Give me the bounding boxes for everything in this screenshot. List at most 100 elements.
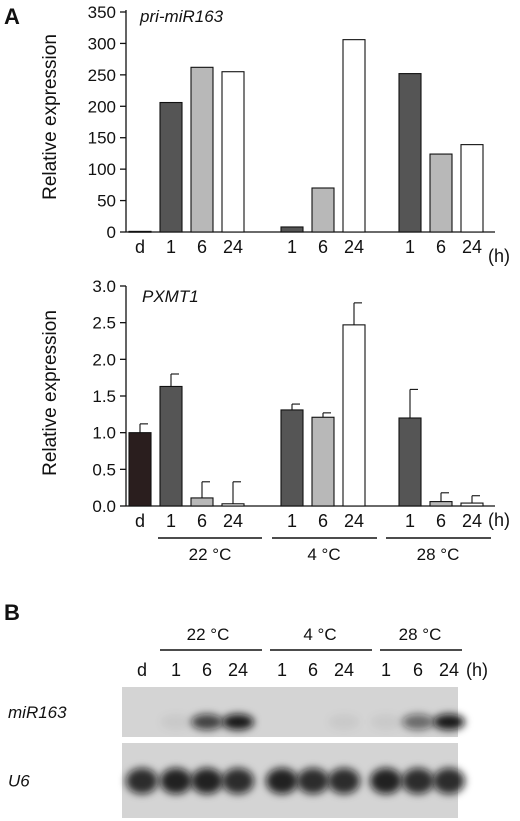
c1-bar	[190, 66, 214, 233]
c1-ytick-label: 350	[88, 3, 116, 22]
c2-xtick-label: 24	[462, 511, 482, 531]
c2-ytick-label: 1.0	[92, 424, 116, 443]
c1-bar	[159, 101, 183, 233]
blot-band	[402, 714, 434, 730]
c1-xtick-label: 24	[344, 237, 364, 257]
blot-band	[328, 768, 360, 794]
blot-lane-label: 24	[228, 660, 248, 680]
blot-lane-label: 24	[334, 660, 354, 680]
c1-bar	[280, 226, 304, 233]
c2-xtick-label: 6	[197, 511, 207, 531]
c2-bar	[128, 432, 152, 507]
c1-ytick-label: 200	[88, 97, 116, 116]
blot-row-label: miR163	[8, 703, 67, 722]
chart2-title: PXMT1	[142, 287, 199, 306]
c2-xtick-label: 1	[287, 511, 297, 531]
blot-lane-label: 1	[381, 660, 391, 680]
c2-ytick-label: 2.0	[92, 350, 116, 369]
c1-xtick-label: d	[135, 237, 145, 257]
blot-lane-label: 24	[439, 660, 459, 680]
c2-xtick-label: 6	[436, 511, 446, 531]
c1-bar	[311, 187, 335, 233]
c1-ytick-label: 50	[97, 192, 116, 211]
chart2-group-label-22c: 22 °C	[189, 545, 232, 564]
c1-bar	[398, 73, 422, 233]
blot-band	[370, 714, 402, 730]
panel-letter-b: B	[4, 600, 20, 625]
c1-ytick-label: 100	[88, 160, 116, 179]
blot-band	[266, 768, 298, 794]
c1-xtick-label: 24	[462, 237, 482, 257]
blot-band	[191, 714, 223, 730]
c1-xtick-label: 1	[166, 237, 176, 257]
c1-bar	[221, 71, 245, 233]
c2-bar	[429, 501, 453, 507]
chart1-ylabel: Relative expression	[40, 34, 61, 200]
c1-xtick-label: 6	[318, 237, 328, 257]
blot-band	[433, 714, 465, 730]
c2-xtick-label: 1	[166, 511, 176, 531]
chart1-hours-unit: (h)	[488, 246, 510, 266]
c1-bar	[342, 39, 366, 233]
c1-bar	[460, 144, 484, 233]
blot-lane-label: 6	[413, 660, 423, 680]
blot-band	[222, 768, 254, 794]
chart2-group-label-4c: 4 °C	[307, 545, 340, 564]
blot-row-mir163: miR163	[8, 687, 465, 737]
blot-row-u6: U6	[8, 743, 465, 818]
blot-row-label: U6	[8, 772, 30, 791]
c2-bar	[342, 324, 366, 507]
c2-bar	[398, 417, 422, 507]
c1-xtick-label: 24	[223, 237, 243, 257]
chart2-hours-unit: (h)	[488, 510, 510, 530]
blot-band	[297, 768, 329, 794]
c2-xtick-label: 24	[344, 511, 364, 531]
blot-band	[433, 768, 465, 794]
blot-band	[402, 768, 434, 794]
c1-xtick-label: 1	[287, 237, 297, 257]
c2-xtick-label: 24	[223, 511, 243, 531]
blot-lane-label: 6	[202, 660, 212, 680]
blot-band	[222, 714, 254, 730]
c2-ytick-label: 2.5	[92, 314, 116, 333]
blot-band	[191, 768, 223, 794]
blot-group-label-28c: 28 °C	[399, 625, 442, 644]
c2-xtick-label: 1	[405, 511, 415, 531]
c1-ytick-label: 0	[107, 223, 116, 242]
blot-band	[160, 768, 192, 794]
blot-group-label-22c: 22 °C	[187, 625, 230, 644]
c1-xtick-label: 6	[197, 237, 207, 257]
c2-bar	[159, 385, 183, 507]
c1-bar	[429, 153, 453, 233]
chart2-ylabel: Relative expression	[40, 310, 61, 476]
c1-xtick-label: 1	[405, 237, 415, 257]
c1-xtick-label: 6	[436, 237, 446, 257]
c1-bar	[128, 230, 152, 233]
blot-lane-label: 6	[308, 660, 318, 680]
chart-pxmt1: Relative expression PXMT1 0.0 0.5 1.0 1.5 2.…	[40, 277, 510, 564]
blot-lane-label: 1	[171, 660, 181, 680]
c2-ytick-label: 0.5	[92, 460, 116, 479]
c1-ytick-label: 150	[88, 129, 116, 148]
c2-ytick-label: 3.0	[92, 277, 116, 296]
chart1-title: pri-miR163	[139, 7, 224, 26]
chart2-group-label-28c: 28 °C	[417, 545, 460, 564]
blot-band	[160, 714, 192, 730]
blot-group-label-4c: 4 °C	[303, 625, 336, 644]
c2-bar	[311, 416, 335, 507]
blot-lane-label: d	[137, 660, 147, 680]
panel-letter-a: A	[4, 4, 20, 29]
c2-xtick-label: d	[135, 511, 145, 531]
c2-bar	[190, 497, 214, 507]
c2-bar	[280, 409, 304, 507]
c2-xtick-label: 6	[318, 511, 328, 531]
c1-ytick-label: 300	[88, 34, 116, 53]
c1-ytick-label: 250	[88, 66, 116, 85]
blot-hours-unit: (h)	[466, 660, 488, 680]
chart-pri-mir163: Relative expression pri-miR163 0 50 100 150…	[40, 3, 510, 266]
blot-band	[328, 714, 360, 730]
c2-ytick-label: 1.5	[92, 387, 116, 406]
c2-bar	[460, 502, 484, 507]
c2-bar	[221, 503, 245, 507]
